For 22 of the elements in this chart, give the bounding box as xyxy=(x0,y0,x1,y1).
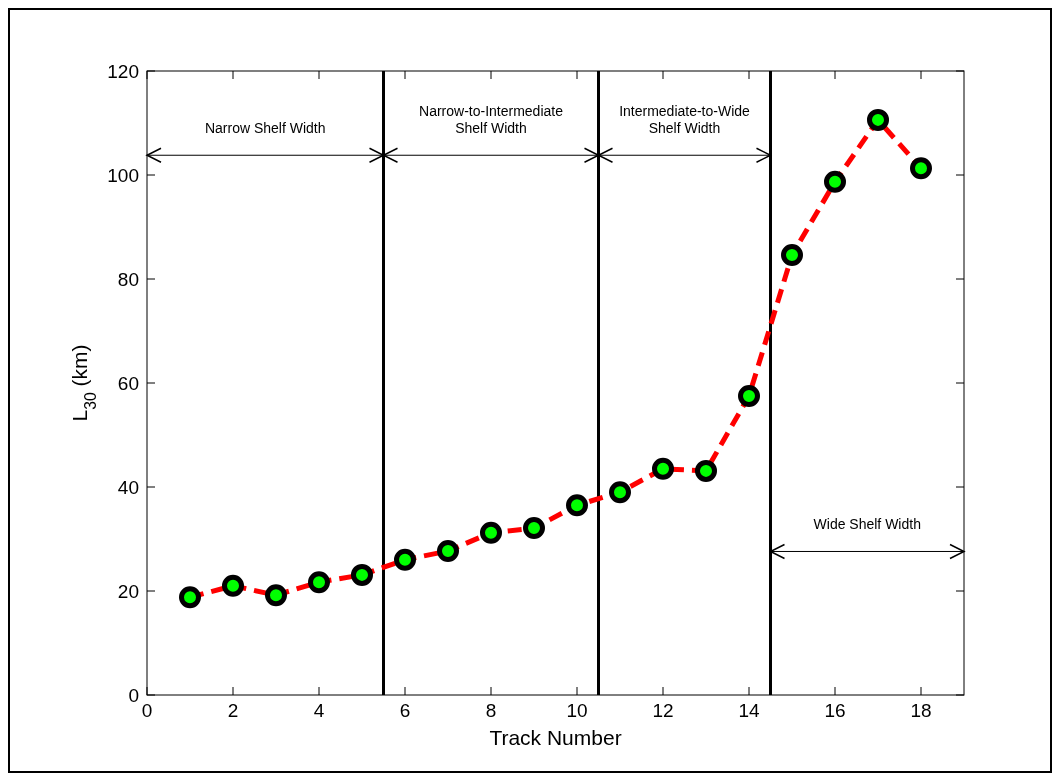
y-tick-label: 120 xyxy=(107,60,139,82)
x-axis-title: Track Number xyxy=(489,726,622,749)
x-tick-label: 0 xyxy=(141,700,153,721)
y-tick-label: 0 xyxy=(128,684,139,706)
x-tick-label: 16 xyxy=(824,700,846,721)
x-tick-label: 2 xyxy=(227,700,239,721)
x-tick-label: 10 xyxy=(566,700,588,721)
x-tick-label: 6 xyxy=(399,700,411,721)
y-tick-label: 100 xyxy=(107,164,139,186)
x-tick-label: 4 xyxy=(313,700,325,721)
x-tick-label: 14 xyxy=(738,700,760,721)
annotation: Narrow-to-Intermediate Shelf Width xyxy=(419,103,564,137)
x-tick-label: 12 xyxy=(652,700,674,721)
y-tick-label: 40 xyxy=(117,476,139,498)
y-tick-label: 60 xyxy=(117,372,139,394)
annotation: Narrow Shelf Width xyxy=(204,120,326,137)
x-tick-label: 18 xyxy=(910,700,932,721)
annotation: Intermediate-to-Wide Shelf Width xyxy=(619,103,751,137)
y-tick-label: 80 xyxy=(117,268,139,290)
annotation: Wide Shelf Width xyxy=(813,516,921,533)
y-tick-label: 20 xyxy=(117,580,139,602)
x-tick-label: 8 xyxy=(485,700,497,721)
